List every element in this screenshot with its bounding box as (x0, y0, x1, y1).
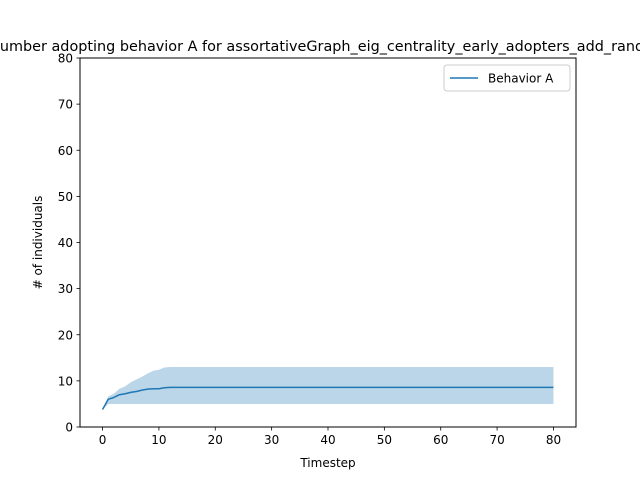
y-axis-label: # of individuals (31, 196, 45, 290)
x-tick-label: 0 (99, 433, 107, 447)
x-tick-label: 40 (320, 433, 335, 447)
x-tick-label: 60 (433, 433, 448, 447)
y-tick-label: 0 (65, 421, 73, 435)
series-line-0 (101, 386, 554, 410)
series-line-layer (101, 386, 554, 410)
confidence-band-layer (102, 367, 554, 410)
y-tick-label: 60 (58, 144, 73, 158)
legend-label: Behavior A (488, 72, 554, 86)
x-tick-label: 80 (546, 433, 561, 447)
x-tick-label: 70 (489, 433, 504, 447)
y-tick-label: 10 (58, 374, 73, 388)
x-tick-label: 50 (377, 433, 392, 447)
x-tick-label: 30 (264, 433, 279, 447)
x-axis-ticks: 0 10 20 30 40 50 60 70 80 (99, 427, 561, 447)
x-tick-label: 10 (151, 433, 166, 447)
y-tick-label: 70 (58, 98, 73, 112)
x-tick-label: 20 (208, 433, 223, 447)
y-tick-label: 20 (58, 328, 73, 342)
y-axis-ticks: 0 10 20 30 40 50 60 70 80 (58, 52, 80, 435)
legend: Behavior A (443, 64, 571, 92)
y-tick-label: 40 (58, 236, 73, 250)
y-tick-label: 30 (58, 282, 73, 296)
chart-title: Number adopting behavior A for assortati… (0, 39, 640, 55)
confidence-band-0 (102, 367, 554, 410)
y-tick-label: 80 (58, 52, 73, 66)
y-tick-label: 50 (58, 190, 73, 204)
legend-box (443, 64, 571, 92)
x-axis-label: Timestep (299, 456, 355, 470)
